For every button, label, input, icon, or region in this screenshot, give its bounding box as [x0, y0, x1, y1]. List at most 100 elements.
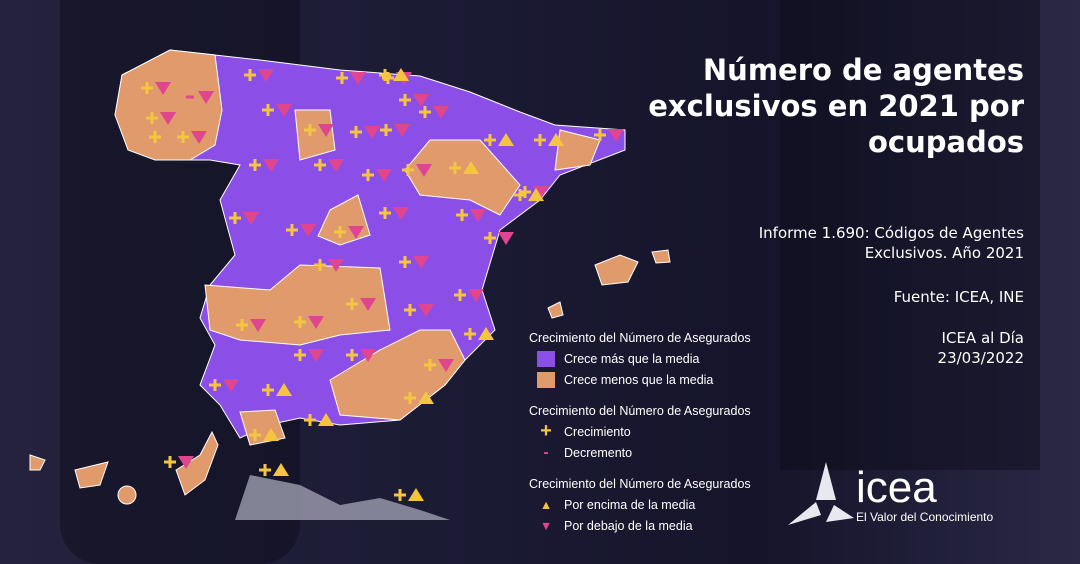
- province-marker: [419, 106, 449, 119]
- triangle-down-icon: [160, 112, 176, 125]
- plus-icon: [262, 104, 274, 116]
- plus-icon: [304, 124, 316, 136]
- province-marker: [379, 207, 409, 220]
- province-marker: [262, 383, 292, 396]
- triangle-down-icon: [243, 212, 259, 225]
- triangle-down-icon: [250, 319, 266, 332]
- swatch-purple: [537, 350, 555, 367]
- triangle-down-icon: [350, 72, 366, 85]
- plus-icon: [164, 456, 176, 468]
- triangle-up-icon: [263, 428, 279, 441]
- triangle-down-icon: [308, 349, 324, 362]
- province-marker: [177, 131, 207, 144]
- burgos-region-below: [294, 109, 336, 161]
- triangle-down-icon: [328, 259, 344, 272]
- triangle-down-icon: [191, 131, 207, 144]
- plus-icon: [594, 129, 606, 141]
- plus-icon: [379, 69, 391, 81]
- triangle-down-icon: [348, 226, 364, 239]
- triangle-up-icon: [498, 133, 514, 146]
- plus-icon: [262, 384, 274, 396]
- plus-icon: [379, 207, 391, 219]
- legend-item: ▼ Por debajo de la media: [537, 517, 751, 534]
- plus-icon: [294, 349, 306, 361]
- plus-icon: [244, 69, 256, 81]
- province-marker: [336, 72, 366, 85]
- triangle-up-icon: [418, 391, 434, 404]
- province-marker: [454, 289, 484, 302]
- province-marker: [424, 359, 454, 372]
- triangle-down-icon: [155, 82, 171, 95]
- triangle-down-icon: [198, 91, 214, 104]
- province-marker: [449, 161, 479, 174]
- plus-icon: [350, 126, 362, 138]
- triangle-down-icon: [498, 232, 514, 245]
- plus-icon: [209, 379, 221, 391]
- province-marker: [236, 319, 266, 332]
- legend-item: - Decremento: [537, 444, 751, 461]
- logo-wordmark: icea: [856, 463, 937, 512]
- province-marker: [149, 131, 161, 143]
- province-marker: [346, 298, 376, 311]
- icea-logo: icea El Valor del Conocimiento: [786, 460, 993, 530]
- plus-icon: [454, 289, 466, 301]
- plus-icon: [304, 414, 316, 426]
- canary-tenerife: [74, 461, 109, 489]
- triangle-down-icon: [608, 129, 624, 142]
- province-marker: [464, 327, 494, 340]
- province-marker: [379, 68, 409, 81]
- triangle-down-icon: [360, 349, 376, 362]
- legend-item: Crece más que la media: [537, 350, 751, 367]
- province-marker: [594, 129, 624, 142]
- province-marker: [314, 259, 344, 272]
- triangle-down-icon: [438, 359, 454, 372]
- province-marker: [514, 188, 544, 201]
- plus-icon: [404, 392, 416, 404]
- plus-icon: [146, 112, 158, 124]
- report-reference: Informe 1.690: Códigos de Agentes Exclus…: [758, 224, 1024, 262]
- plus-icon: [399, 94, 411, 106]
- plus-icon: [294, 316, 306, 328]
- plus-icon: [314, 259, 326, 271]
- publication-date: 23/03/2022: [937, 349, 1024, 367]
- triangle-up-icon: [548, 133, 564, 146]
- southeast-region-below: [329, 329, 466, 421]
- triangle-up-icon: [408, 488, 424, 501]
- legend-heading: Crecimiento del Número de Asegurados: [529, 477, 751, 491]
- province-marker: [484, 133, 514, 146]
- castilla-la-mancha-region-below: [204, 264, 391, 346]
- legend-item: ▲ Por encima de la media: [537, 496, 751, 513]
- plus-icon: [249, 429, 261, 441]
- plus-icon: [464, 328, 476, 340]
- province-marker: [362, 169, 392, 182]
- triangle-up-icon: ▲: [539, 497, 553, 512]
- plus-icon: [456, 209, 468, 221]
- triangle-down-icon: [178, 456, 194, 469]
- plus-icon: [236, 319, 248, 331]
- triangle-up-icon: [273, 463, 289, 476]
- province-marker: [380, 124, 410, 137]
- plus-icon: [249, 159, 261, 171]
- triangle-down-icon: [263, 159, 279, 172]
- triangle-down-icon: ▼: [539, 518, 553, 533]
- plus-icon: [399, 256, 411, 268]
- swatch-orange: [537, 371, 555, 388]
- triangle-down-icon: [376, 169, 392, 182]
- triangle-down-icon: [433, 106, 449, 119]
- province-marker: [394, 488, 424, 501]
- triangle-down-icon: [393, 207, 409, 220]
- canary-islands-west: [29, 454, 46, 471]
- triangle-down-icon: [364, 126, 380, 139]
- plus-icon: [336, 72, 348, 84]
- province-marker: [141, 82, 171, 95]
- triangle-down-icon: [418, 304, 434, 317]
- plus-icon: [259, 464, 271, 476]
- province-marker: [286, 224, 316, 237]
- triangle-up-icon: [276, 383, 292, 396]
- plus-icon: [286, 224, 298, 236]
- legend-item: + Crecimiento: [537, 420, 751, 442]
- legend-label: Por debajo de la media: [564, 518, 693, 533]
- province-marker: [334, 226, 364, 239]
- province-marker: [249, 428, 279, 441]
- triangle-up-icon: [478, 327, 494, 340]
